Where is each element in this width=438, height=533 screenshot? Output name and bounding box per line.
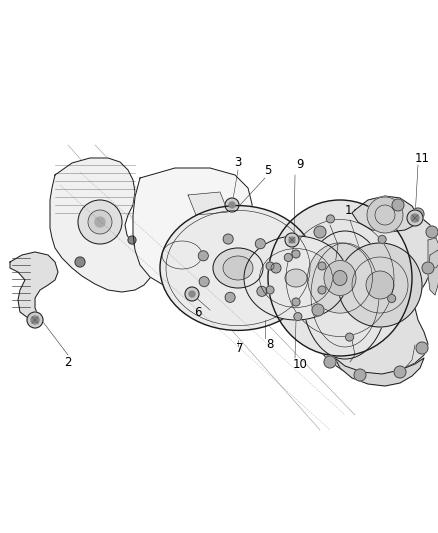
Circle shape: [422, 262, 434, 274]
Circle shape: [292, 250, 300, 258]
Polygon shape: [428, 238, 438, 268]
Circle shape: [366, 271, 394, 299]
Circle shape: [223, 234, 233, 244]
Circle shape: [378, 236, 386, 244]
Ellipse shape: [285, 269, 307, 287]
Circle shape: [392, 199, 404, 211]
Polygon shape: [133, 168, 252, 290]
Text: 11: 11: [414, 151, 430, 165]
Polygon shape: [428, 250, 438, 295]
Ellipse shape: [307, 243, 372, 313]
Circle shape: [412, 208, 424, 220]
Text: 2: 2: [64, 356, 72, 368]
Circle shape: [95, 217, 105, 227]
Polygon shape: [10, 252, 58, 318]
Circle shape: [294, 312, 302, 320]
Polygon shape: [310, 205, 436, 375]
Polygon shape: [50, 158, 150, 292]
Text: 1: 1: [344, 204, 352, 216]
Circle shape: [199, 277, 209, 287]
Circle shape: [78, 200, 122, 244]
Ellipse shape: [223, 256, 253, 280]
Circle shape: [292, 298, 300, 306]
Ellipse shape: [213, 248, 263, 288]
Circle shape: [318, 286, 326, 294]
Text: 5: 5: [264, 164, 272, 176]
Polygon shape: [335, 358, 424, 386]
Circle shape: [416, 342, 428, 354]
Circle shape: [271, 263, 281, 273]
Circle shape: [266, 286, 274, 294]
Ellipse shape: [162, 241, 202, 269]
Polygon shape: [352, 196, 418, 232]
Circle shape: [318, 262, 326, 270]
Circle shape: [367, 197, 403, 233]
Circle shape: [426, 226, 438, 238]
Polygon shape: [188, 192, 228, 215]
Text: 3: 3: [234, 156, 242, 168]
Ellipse shape: [303, 231, 388, 359]
Circle shape: [225, 198, 239, 212]
Circle shape: [338, 243, 422, 327]
Circle shape: [284, 254, 292, 262]
Circle shape: [229, 202, 235, 208]
Circle shape: [189, 291, 195, 297]
Circle shape: [198, 251, 208, 261]
Circle shape: [185, 287, 199, 301]
Circle shape: [312, 304, 324, 316]
Circle shape: [407, 210, 423, 226]
Circle shape: [394, 366, 406, 378]
Ellipse shape: [160, 206, 316, 330]
Text: 8: 8: [266, 338, 274, 351]
Circle shape: [285, 233, 299, 247]
Text: 6: 6: [194, 305, 202, 319]
Ellipse shape: [244, 236, 348, 320]
Circle shape: [255, 239, 265, 249]
Circle shape: [225, 292, 235, 302]
Circle shape: [266, 262, 274, 270]
Text: 7: 7: [236, 342, 244, 354]
Circle shape: [257, 286, 267, 296]
Text: 10: 10: [293, 359, 307, 372]
Circle shape: [88, 210, 112, 234]
Circle shape: [289, 237, 295, 243]
Circle shape: [346, 333, 353, 341]
Circle shape: [324, 356, 336, 368]
Ellipse shape: [324, 261, 356, 295]
Circle shape: [326, 215, 335, 223]
Circle shape: [411, 214, 419, 222]
Circle shape: [354, 369, 366, 381]
Ellipse shape: [268, 200, 412, 356]
Ellipse shape: [333, 271, 347, 286]
Circle shape: [27, 312, 43, 328]
Circle shape: [388, 295, 396, 303]
Circle shape: [314, 226, 326, 238]
Circle shape: [75, 257, 85, 267]
Circle shape: [128, 236, 136, 244]
Circle shape: [31, 316, 39, 324]
Text: 9: 9: [296, 158, 304, 172]
